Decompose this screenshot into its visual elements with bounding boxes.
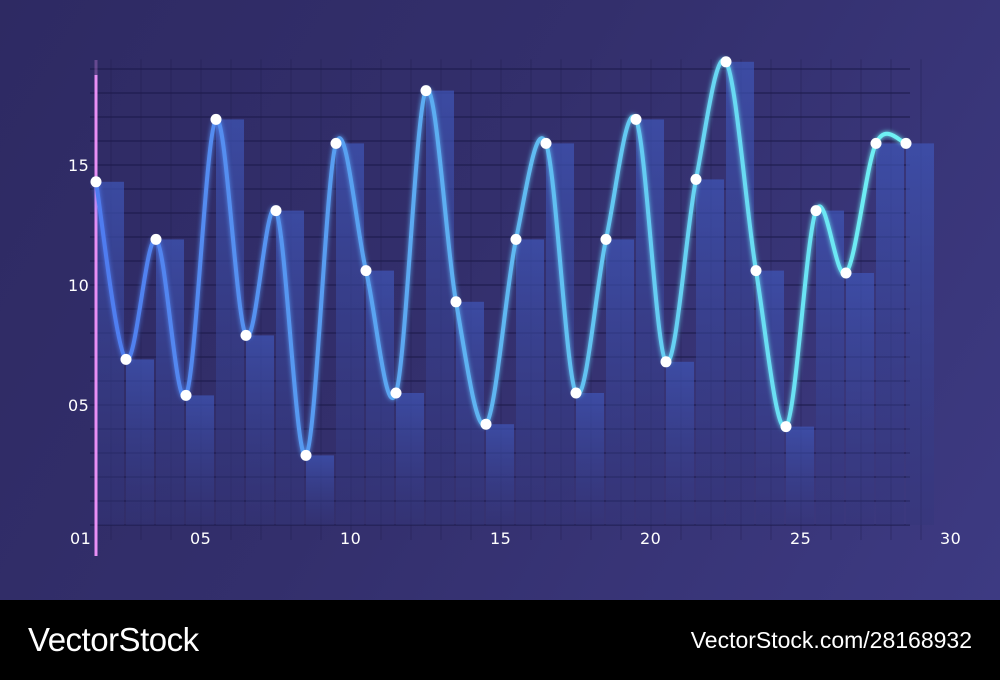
data-points <box>90 56 912 461</box>
data-point <box>450 296 462 308</box>
data-point <box>750 265 762 277</box>
bar <box>336 143 364 525</box>
data-point <box>330 137 342 149</box>
data-point <box>720 56 732 68</box>
data-point <box>780 421 792 433</box>
bar <box>306 455 334 525</box>
image-credit-text: VectorStock.com/28168932 <box>690 626 972 653</box>
data-point <box>360 265 372 277</box>
x-tick-label: 10 <box>340 529 361 548</box>
x-tick-label: 25 <box>790 529 811 548</box>
data-point <box>480 418 492 430</box>
data-point <box>150 233 162 245</box>
x-tick-label: 01 <box>70 529 91 548</box>
data-point <box>840 267 852 279</box>
bar <box>486 424 514 525</box>
bar <box>546 143 574 525</box>
data-point <box>600 233 612 245</box>
bar-series <box>96 61 934 526</box>
watermark-bar: VectorStock VectorStock.com/28168932 <box>0 600 1000 680</box>
data-point <box>510 233 522 245</box>
data-point <box>300 449 312 461</box>
data-point <box>810 205 822 217</box>
bar <box>906 143 934 525</box>
data-point <box>240 329 252 341</box>
bar <box>666 361 694 525</box>
data-point <box>90 176 102 188</box>
x-tick-label: 20 <box>640 529 661 548</box>
data-point <box>660 356 672 368</box>
data-point <box>900 137 912 149</box>
bar <box>396 393 424 525</box>
y-axis-tick-labels: 05 10 15 <box>68 156 89 415</box>
bar <box>576 393 604 525</box>
x-tick-label: 15 <box>490 529 511 548</box>
series-line <box>94 57 908 458</box>
bar <box>846 273 874 525</box>
axes <box>66 60 910 556</box>
data-point <box>540 137 552 149</box>
data-point <box>120 353 132 365</box>
bar <box>606 239 634 525</box>
bar <box>246 335 274 525</box>
x-tick-label: 05 <box>190 529 211 548</box>
y-tick-label: 15 <box>68 156 89 175</box>
data-point <box>390 387 402 399</box>
data-point <box>570 387 582 399</box>
data-point <box>210 113 222 125</box>
data-point <box>630 113 642 125</box>
x-axis-tick-labels: 01 05 10 15 20 25 30 <box>70 529 961 548</box>
y-tick-label: 10 <box>68 276 89 295</box>
data-point <box>180 389 192 401</box>
bar <box>696 179 724 525</box>
line-bar-chart: 01 05 10 15 20 25 30 05 10 15 <box>66 56 961 556</box>
bar <box>876 143 904 525</box>
bar <box>126 359 154 525</box>
x-tick-label: 30 <box>940 529 961 548</box>
bar <box>786 426 814 525</box>
bar <box>516 239 544 525</box>
data-point <box>270 205 282 217</box>
line-series <box>94 57 908 458</box>
y-tick-label: 05 <box>68 396 89 415</box>
data-point <box>870 137 882 149</box>
bar <box>216 119 244 526</box>
vectorstock-logo: VectorStock <box>28 621 199 658</box>
bar <box>96 181 124 526</box>
chart-panel: 01 05 10 15 20 25 30 05 10 15 <box>0 0 1000 600</box>
data-point <box>690 173 702 185</box>
bar <box>276 210 304 525</box>
bar <box>186 395 214 525</box>
data-point <box>420 85 432 97</box>
bar <box>816 210 844 525</box>
